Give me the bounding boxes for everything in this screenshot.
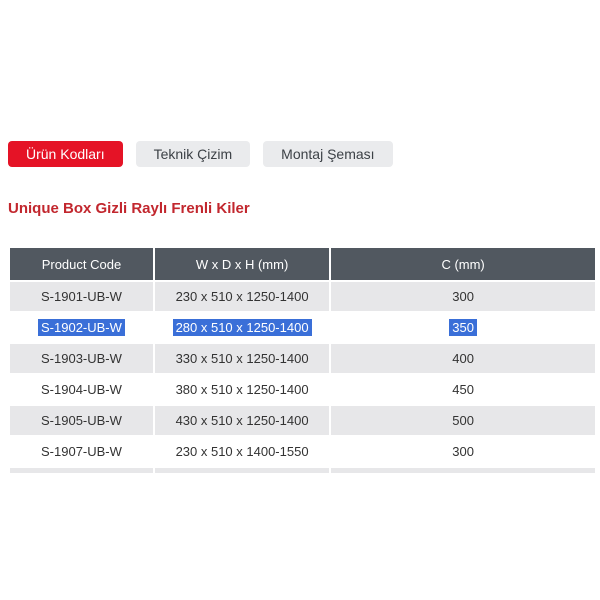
column-header-dimensions: W x D x H (mm) [154,248,330,280]
column-header-product-code: Product Code [10,248,153,280]
cell-product-code: S-1901-UB-W [10,282,153,311]
partial-cell [154,468,330,473]
cell-product-code: S-1902-UB-W [10,313,153,342]
cell-product-code: S-1907-UB-W [10,437,153,466]
cell-c: 300 [331,282,595,311]
cell-c: 300 [331,437,595,466]
tab-montaj-semasi[interactable]: Montaj Şeması [263,141,393,167]
cell-dimensions: 330 x 510 x 1250-1400 [154,344,330,373]
table-header: Product Code W x D x H (mm) C (mm) [10,248,595,280]
cell-c: 350 [331,313,595,342]
cell-product-code: S-1904-UB-W [10,375,153,404]
table-row: S-1901-UB-W 230 x 510 x 1250-1400 300 [10,282,595,311]
page-title: Unique Box Gizli Raylı Frenli Kiler [8,200,250,217]
cell-c: 500 [331,406,595,435]
product-table: Product Code W x D x H (mm) C (mm) S-190… [8,246,597,475]
cell-dimensions: 380 x 510 x 1250-1400 [154,375,330,404]
tab-teknik-cizim[interactable]: Teknik Çizim [135,141,251,167]
cell-c: 400 [331,344,595,373]
table-row: S-1902-UB-W 280 x 510 x 1250-1400 350 [10,313,595,342]
partial-cell [10,468,153,473]
cell-dimensions: 230 x 510 x 1400-1550 [154,437,330,466]
tab-bar: Ürün Kodları Teknik Çizim Montaj Şeması [8,141,597,167]
partial-cell [331,468,595,473]
partial-cutoff-row [10,468,595,473]
column-header-c: C (mm) [331,248,595,280]
table-body: S-1901-UB-W 230 x 510 x 1250-1400 300 S-… [10,282,595,466]
cell-dimensions: 430 x 510 x 1250-1400 [154,406,330,435]
cell-dimensions: 280 x 510 x 1250-1400 [154,313,330,342]
table-row: S-1903-UB-W 330 x 510 x 1250-1400 400 [10,344,595,373]
cell-product-code: S-1905-UB-W [10,406,153,435]
table-footer [10,468,595,473]
table-row: S-1905-UB-W 430 x 510 x 1250-1400 500 [10,406,595,435]
cell-product-code: S-1903-UB-W [10,344,153,373]
cell-c: 450 [331,375,595,404]
table-row: S-1907-UB-W 230 x 510 x 1400-1550 300 [10,437,595,466]
tab-urun-kodlari[interactable]: Ürün Kodları [8,141,123,167]
cell-dimensions: 230 x 510 x 1250-1400 [154,282,330,311]
table-row: S-1904-UB-W 380 x 510 x 1250-1400 450 [10,375,595,404]
table-header-row: Product Code W x D x H (mm) C (mm) [10,248,595,280]
